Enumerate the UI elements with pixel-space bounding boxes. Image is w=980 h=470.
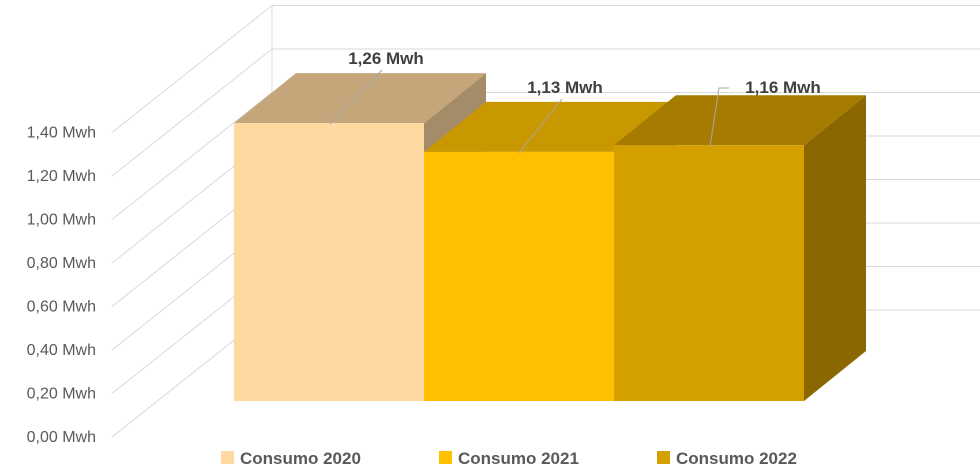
data-label: 1,13 Mwh: [527, 78, 603, 97]
bar-front-face: [424, 151, 614, 401]
legend-item-3: Consumo 2022: [657, 449, 797, 468]
y-tick-label: 1,40 Mwh: [27, 125, 96, 142]
data-label-leader: [518, 98, 563, 154]
legend-item-1: Consumo 2020: [221, 449, 361, 468]
y-tick-label: 0,20 Mwh: [27, 386, 96, 403]
legend-label: Consumo 2021: [458, 449, 579, 468]
legend-swatch: [221, 451, 234, 464]
y-tick-label: 0,00 Mwh: [27, 429, 96, 446]
gridline-side: [111, 92, 273, 220]
bars-layer: [234, 73, 866, 402]
y-tick-label: 0,60 Mwh: [27, 299, 96, 316]
bar-top-face: [424, 101, 676, 152]
legend-swatch: [439, 451, 452, 464]
y-tick-label: 1,00 Mwh: [27, 212, 96, 229]
legend: Consumo 2020 Consumo 2021 Consumo 2022: [221, 449, 797, 468]
data-labels-layer: 1,26 Mwh 1,13 Mwh 1,16 Mwh: [329, 49, 821, 154]
bar-top-face: [614, 95, 866, 146]
gridline-side: [111, 48, 273, 177]
bar-3: [614, 95, 866, 401]
gridline-side: [111, 5, 273, 133]
legend-label: Consumo 2022: [676, 449, 797, 468]
legend-item-2: Consumo 2021: [439, 449, 579, 468]
data-label: 1,16 Mwh: [745, 78, 821, 97]
data-label-leader: [709, 87, 729, 148]
y-tick-label: 0,40 Mwh: [27, 342, 96, 359]
bar-top-face: [234, 73, 486, 124]
y-axis: 0,00 Mwh 0,20 Mwh 0,40 Mwh 0,60 Mwh 0,80 Mwh…: [27, 125, 96, 447]
y-tick-label: 0,80 Mwh: [27, 255, 96, 272]
data-label-leader: [329, 69, 383, 125]
legend-swatch: [657, 451, 670, 464]
legend-label: Consumo 2020: [240, 449, 361, 468]
bar-side-face: [804, 95, 866, 401]
data-label: 1,26 Mwh: [348, 49, 424, 68]
y-tick-label: 1,20 Mwh: [27, 168, 96, 185]
bar-front-face: [234, 123, 424, 402]
bar-front-face: [614, 145, 804, 401]
